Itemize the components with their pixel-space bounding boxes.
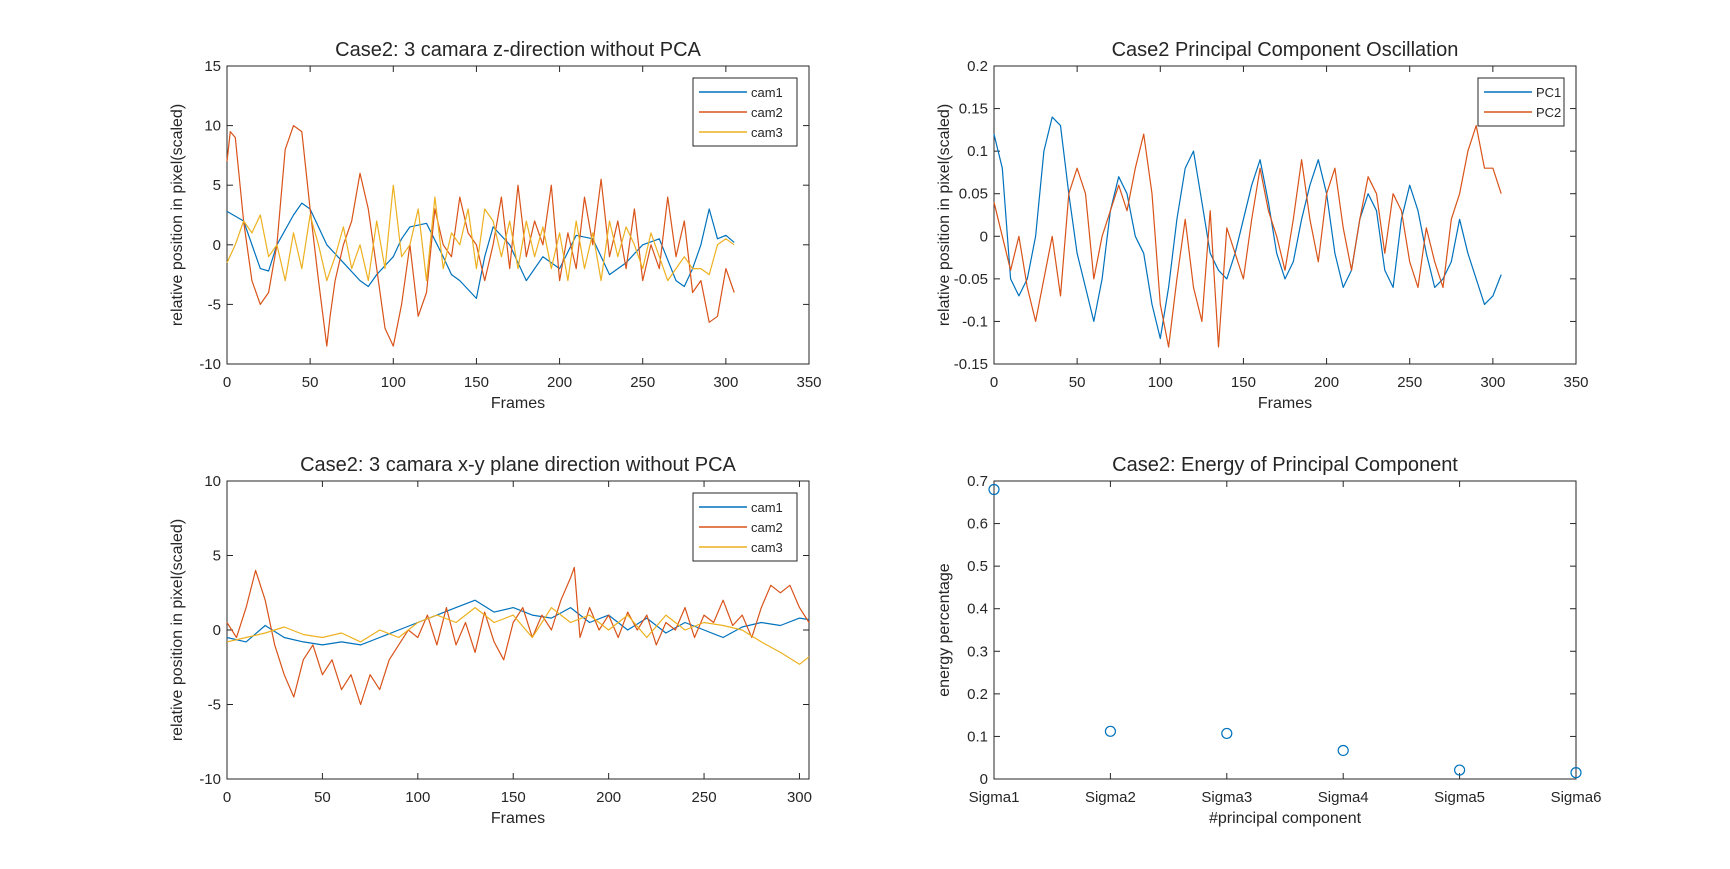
y-tick-label: -0.15 (954, 356, 988, 373)
chart-title: Case2 Principal Component Oscillation (1112, 39, 1459, 61)
y-tick-label: -5 (208, 296, 221, 313)
y-tick-label: 0 (980, 771, 988, 788)
y-tick-label: 0.5 (967, 558, 988, 575)
x-tick-label: 50 (1069, 374, 1086, 391)
y-tick-label: 0 (980, 228, 988, 245)
y-axis-label: relative position in pixel(scaled) (169, 104, 186, 326)
x-tick-label: 150 (501, 789, 526, 806)
y-tick-label: 0.1 (967, 143, 988, 160)
y-tick-label: 0.05 (959, 186, 988, 203)
x-tick-label: 350 (796, 374, 821, 391)
y-axis-label: energy percentage (936, 563, 953, 697)
series-line-cam1 (226, 599, 810, 646)
y-tick-label: 0.1 (967, 728, 988, 745)
data-point (1221, 727, 1233, 740)
x-axis-label: Frames (1258, 395, 1312, 412)
chart-title: Case2: 3 camara z-direction without PCA (335, 39, 701, 61)
x-tick-label: Sigma1 (969, 789, 1020, 806)
x-tick-label: 100 (381, 374, 406, 391)
y-tick-label: -0.1 (962, 313, 988, 330)
y-tick-label: 0.6 (967, 516, 988, 533)
x-tick-label: 200 (1314, 374, 1339, 391)
x-tick-label: 200 (547, 374, 572, 391)
y-tick-label: -10 (199, 771, 221, 788)
legend: cam1 cam2 cam3 (692, 77, 798, 147)
y-tick-label: 10 (204, 473, 221, 490)
y-tick-label: 0.4 (967, 601, 988, 618)
x-tick-label: 150 (464, 374, 489, 391)
y-tick-label: 0 (213, 237, 221, 254)
legend-entry: PC1 (1536, 85, 1561, 100)
series-line-PC1 (993, 116, 1502, 340)
y-tick-label: -5 (208, 697, 221, 714)
x-axis-label: Frames (491, 395, 545, 412)
y-tick-label: 10 (204, 118, 221, 135)
y-tick-label: 5 (213, 177, 221, 194)
x-tick-label: 200 (596, 789, 621, 806)
chart-4: 0 0.1 0.2 0.3 0.4 0.5 0.6 0.7 Sigma1 Sigma2 Sigma3… (936, 454, 1601, 827)
y-axis-label: relative position in pixel(scaled) (936, 104, 953, 326)
series-line-cam3 (226, 184, 735, 282)
chart-2: -0.15 -0.1 -0.05 0 0.05 0.1 0.15 0.2 0 50 100 150 20… (936, 39, 1589, 412)
x-tick-label: 100 (405, 789, 430, 806)
legend-entry: cam2 (751, 520, 783, 535)
y-tick-label: 0.2 (967, 58, 988, 75)
legend-entry: cam2 (751, 105, 783, 120)
legend-box (1477, 77, 1565, 127)
x-tick-label: 0 (223, 374, 231, 391)
x-tick-label: 250 (630, 374, 655, 391)
x-tick-label: 100 (1148, 374, 1173, 391)
y-tick-label: 15 (204, 58, 221, 75)
chart-title: Case2: Energy of Principal Component (1112, 454, 1458, 476)
y-axis-label: relative position in pixel(scaled) (169, 519, 186, 741)
legend-entry: cam3 (751, 125, 783, 140)
chart-title: Case2: 3 camara x-y plane direction with… (300, 454, 736, 476)
data-point (988, 483, 1000, 496)
y-tick-label: 0 (213, 622, 221, 639)
y-tick-label: -10 (199, 356, 221, 373)
y-tick-label: 5 (213, 548, 221, 565)
legend-entry: cam1 (751, 500, 783, 515)
y-tick-label: 0.15 (959, 101, 988, 118)
x-tick-label: Sigma5 (1434, 789, 1485, 806)
series-line-cam1 (226, 202, 735, 299)
data-point (1453, 764, 1466, 776)
series-line-cam3 (226, 606, 810, 665)
x-axis-label: #principal component (1209, 810, 1362, 827)
y-tick-label: 0.7 (967, 473, 988, 490)
x-tick-label: 250 (1397, 374, 1422, 391)
x-tick-label: 150 (1231, 374, 1256, 391)
x-axis-label: Frames (491, 810, 545, 827)
data-point (1570, 767, 1582, 779)
x-tick-label: 0 (223, 789, 231, 806)
series-line-PC2 (993, 124, 1502, 348)
series-line-cam2 (226, 566, 810, 706)
x-tick-label: 300 (787, 789, 812, 806)
legend-entry: cam3 (751, 540, 783, 555)
plot-area (993, 480, 1577, 780)
x-tick-label: 250 (692, 789, 717, 806)
legend: cam1 cam2 cam3 (692, 492, 798, 562)
x-tick-label: 50 (302, 374, 319, 391)
legend-entry: cam1 (751, 85, 783, 100)
data-point (1104, 725, 1117, 737)
data-point (1337, 744, 1349, 757)
x-tick-label: 0 (990, 374, 998, 391)
x-tick-label: 300 (713, 374, 738, 391)
y-tick-label: 0.3 (967, 643, 988, 660)
x-tick-label: Sigma3 (1201, 789, 1252, 806)
x-tick-label: Sigma4 (1318, 789, 1369, 806)
x-tick-label: 300 (1480, 374, 1505, 391)
x-tick-label: Sigma2 (1085, 789, 1136, 806)
y-tick-label: -0.05 (954, 271, 988, 288)
legend-entry: PC2 (1536, 105, 1561, 120)
x-tick-label: 350 (1563, 374, 1588, 391)
x-tick-label: Sigma6 (1551, 789, 1602, 806)
x-tick-label: 50 (314, 789, 331, 806)
y-tick-label: 0.2 (967, 686, 988, 703)
